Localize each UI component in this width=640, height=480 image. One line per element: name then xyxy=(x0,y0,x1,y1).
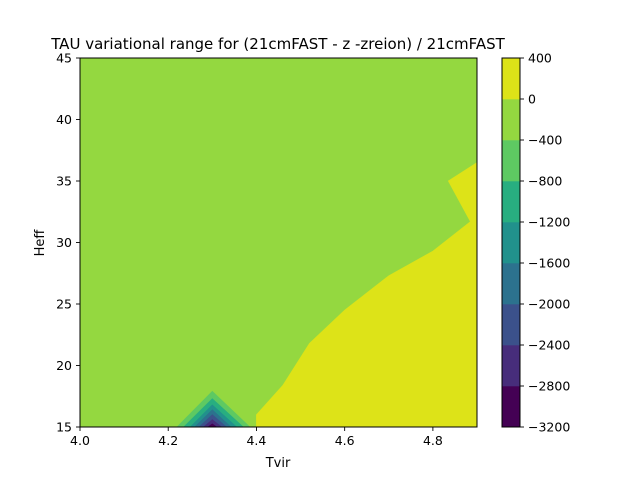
colorbar-segment xyxy=(502,345,520,387)
x-axis-label: Tvir xyxy=(265,456,291,471)
colorbar-segment xyxy=(502,263,520,305)
x-tick-label: 4.8 xyxy=(423,433,443,448)
colorbar-tick-label: −2800 xyxy=(528,379,570,394)
colorbar-frame xyxy=(501,57,521,428)
y-tick-label: 25 xyxy=(56,297,72,312)
colorbar-tick-label: −2000 xyxy=(528,297,570,312)
colorbar-segment xyxy=(502,386,520,428)
colorbar-tick-label: 400 xyxy=(528,51,552,66)
x-tick-label: 4.2 xyxy=(158,433,178,448)
y-tick-label: 20 xyxy=(56,358,72,373)
colorbar-segment xyxy=(502,58,520,100)
colorbar-segment xyxy=(502,181,520,223)
x-tick-label: 4.6 xyxy=(335,433,355,448)
chart-title: TAU variational range for (21cmFAST - z … xyxy=(50,35,505,53)
colorbar: −3200 −2800 −2400 −2000 −1600 −1200 −800 −400 0 4… xyxy=(501,51,570,435)
y-axis: 15 20 25 30 35 40 45 xyxy=(56,51,80,435)
colorbar-segment xyxy=(502,140,520,182)
y-axis-label: Heff xyxy=(33,229,48,257)
x-tick-label: 4.4 xyxy=(246,433,266,448)
colorbar-tick-label: 0 xyxy=(528,92,536,107)
y-tick-label: 30 xyxy=(56,235,72,250)
x-tick-label: 4.0 xyxy=(70,433,90,448)
colorbar-tick-label: −2400 xyxy=(528,338,570,353)
colorbar-segment xyxy=(502,99,520,141)
colorbar-tick-label: −800 xyxy=(528,174,562,189)
y-tick-label: 45 xyxy=(56,51,72,66)
colorbar-tick-label: −400 xyxy=(528,133,562,148)
y-tick-label: 40 xyxy=(56,112,72,127)
colorbar-tick-label: −3200 xyxy=(528,420,570,435)
colorbar-tick-label: −1600 xyxy=(528,256,570,271)
x-axis: 4.0 4.2 4.4 4.6 4.8 xyxy=(70,427,443,448)
colorbar-tick-label: −1200 xyxy=(528,215,570,230)
colorbar-segment xyxy=(502,304,520,346)
y-tick-label: 15 xyxy=(56,420,72,435)
contour-plot xyxy=(79,57,478,428)
y-tick-label: 35 xyxy=(56,174,72,189)
colorbar-segment xyxy=(502,222,520,264)
